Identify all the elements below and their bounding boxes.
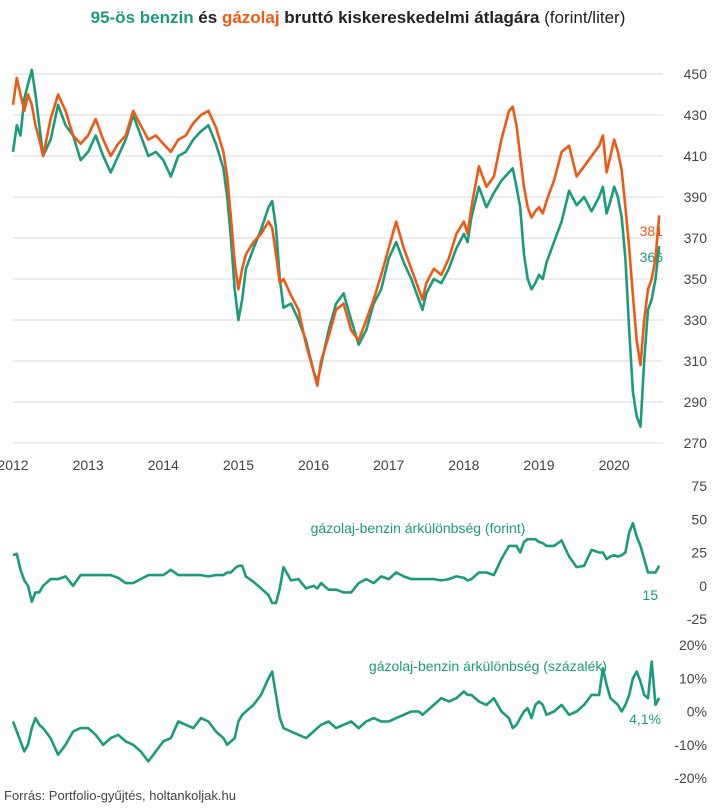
diff-forint-panel: -25 0 25 50 75 gázolaj-benzin árkülönbség (fo… xyxy=(12,478,707,627)
y-tick-label: 10% xyxy=(679,670,707,686)
y-tick-label: 390 xyxy=(684,189,708,205)
series-line xyxy=(11,68,661,428)
y-tick-label: 75 xyxy=(691,478,707,494)
chart-title: 95-ös benzin és gázolaj bruttó kiskeresk… xyxy=(91,8,626,27)
y-tick-label: 20% xyxy=(679,637,707,653)
y-tick-label: 310 xyxy=(684,353,708,369)
y-tick-label: 410 xyxy=(684,148,708,164)
series-line xyxy=(11,660,661,763)
y-tick-label: -20% xyxy=(674,770,707,786)
x-tick-label: 2016 xyxy=(298,457,329,473)
x-tick-label: 2012 xyxy=(0,457,29,473)
series-end-label: 4,1% xyxy=(629,711,661,727)
y-tick-label: 0% xyxy=(687,704,707,720)
title-and: és xyxy=(194,8,222,27)
title-unit: (forint/liter) xyxy=(539,8,625,27)
x-tick-label: 2014 xyxy=(148,457,179,473)
y-tick-label: -10% xyxy=(674,737,707,753)
x-tick-label: 2013 xyxy=(73,457,104,473)
series-end-label: 366 xyxy=(640,249,664,265)
y-tick-label: 0 xyxy=(699,578,707,594)
y-tick-label: 370 xyxy=(684,230,708,246)
series-line xyxy=(12,521,661,605)
y-tick-label: 270 xyxy=(684,435,708,451)
x-tick-label: 2020 xyxy=(599,457,630,473)
panel-title: gázolaj-benzin árkülönbség (százalék) xyxy=(369,658,607,674)
y-tick-label: 330 xyxy=(684,312,708,328)
diff-percent-panel: -20% -10% 0% 10% 20% gázolaj-benzin árkülönbs… xyxy=(11,637,707,786)
x-tick-label: 2018 xyxy=(448,457,479,473)
x-tick-label: 2015 xyxy=(223,457,254,473)
title-main: bruttó kiskereskedelmi átlagára xyxy=(280,8,540,27)
y-tick-label: 25 xyxy=(691,545,707,561)
source-note: Forrás: Portfolio-gyűjtés, holtankoljak.… xyxy=(4,788,236,803)
y-tick-label: 450 xyxy=(684,66,708,82)
x-tick-label: 2017 xyxy=(373,457,404,473)
title-diesel: gázolaj xyxy=(222,8,280,27)
y-tick-label: 290 xyxy=(684,394,708,410)
x-tick-label: 2019 xyxy=(523,457,554,473)
y-tick-label: 50 xyxy=(691,511,707,527)
series-end-label: 381 xyxy=(640,223,664,239)
y-tick-label: -25 xyxy=(687,611,707,627)
series-line xyxy=(11,76,661,387)
y-tick-label: 430 xyxy=(684,107,708,123)
title-petrol: 95-ös benzin xyxy=(91,8,194,27)
y-tick-label: 350 xyxy=(684,271,708,287)
series-end-label: 15 xyxy=(642,587,658,603)
price-panel: 270 290 310 330 350 370 390 410 430 450 2012 2013 20… xyxy=(0,66,707,473)
panel-title: gázolaj-benzin árkülönbség (forint) xyxy=(311,520,526,536)
